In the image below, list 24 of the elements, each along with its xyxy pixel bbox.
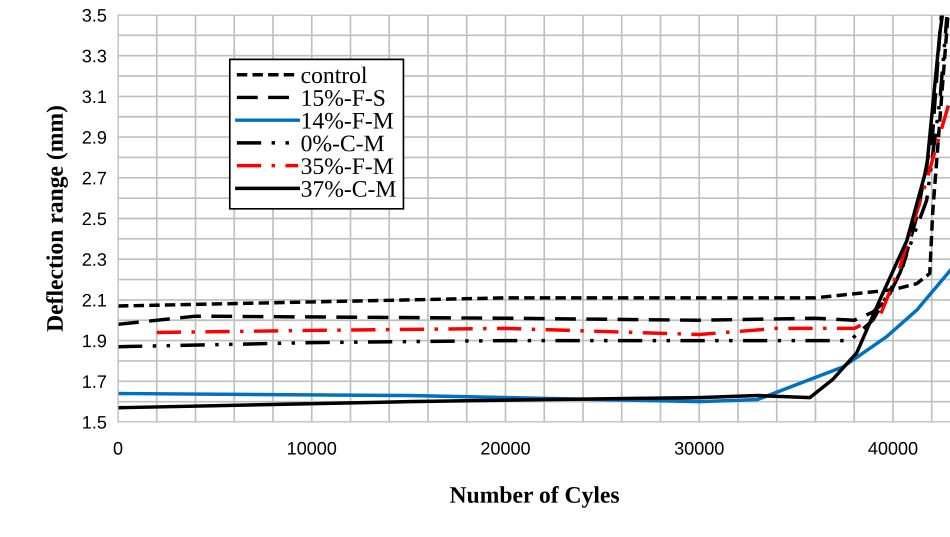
- y-tick-label: 2.3: [82, 253, 106, 266]
- legend-label: 0%-C-M: [302, 135, 384, 152]
- x-tick-label: 20000: [481, 442, 530, 455]
- legend-label: 14%-F-M: [302, 112, 394, 129]
- x-tick-label: 10000: [288, 442, 336, 455]
- y-tick-label: 1.7: [83, 375, 106, 388]
- y-tick-label: 1.5: [83, 416, 106, 429]
- y-tick-label: 2.1: [82, 294, 106, 306]
- y-tick-label: 3.1: [82, 90, 106, 104]
- legend-label: 15%-F-S: [302, 90, 384, 106]
- y-tick-label: 1.9: [83, 334, 106, 348]
- x-axis-title: Number of Cyles: [450, 486, 620, 508]
- y-tick-label: 2.9: [82, 131, 106, 144]
- x-tick-label: 0: [114, 442, 122, 455]
- x-tick-label: 30000: [674, 442, 724, 455]
- x-tick-label: 40000: [868, 442, 918, 455]
- y-tick-label: 3.3: [82, 50, 106, 62]
- y-tick-label: 2.5: [82, 212, 106, 226]
- y-axis-title: Deflection range (mm): [46, 106, 68, 332]
- legend-label: 37%-C-M: [302, 180, 396, 197]
- legend-label: 35%-F-M: [302, 158, 394, 174]
- legend-label: control: [302, 66, 368, 84]
- y-tick-label: 2.7: [82, 172, 106, 184]
- y-tick-label: 3.5: [82, 8, 106, 22]
